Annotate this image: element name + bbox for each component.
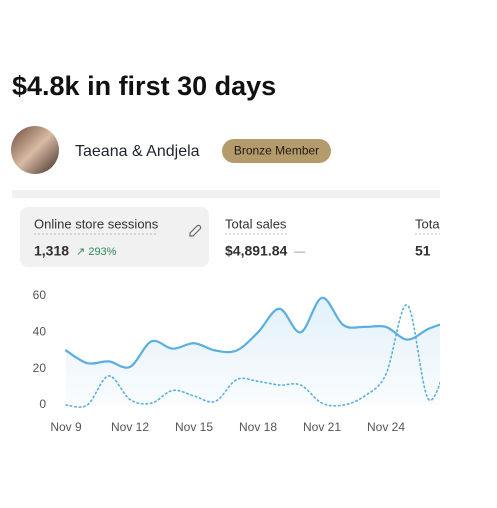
y-tick-label: 20 <box>33 361 47 375</box>
metric-label: Tota <box>415 216 440 231</box>
x-tick-label: No <box>442 420 458 434</box>
metric-change: ↗ 293% <box>76 246 117 258</box>
metric-tile <box>20 207 209 267</box>
profile-name: Taeana & Andjela <box>75 143 200 160</box>
y-tick-label: 60 <box>33 288 47 302</box>
metric-value: 1,318 <box>34 243 69 259</box>
metric-value: $4,891.84 <box>225 243 287 259</box>
metric-label: Online store sessions <box>34 216 159 231</box>
x-tick-label: Nov 24 <box>367 420 405 434</box>
x-tick-label: Nov 9 <box>50 420 82 434</box>
series-line <box>64 296 440 369</box>
metric-label: Total sales <box>225 216 287 231</box>
x-tick-label: Nov 12 <box>111 420 149 434</box>
avatar <box>11 126 59 174</box>
edit-icon <box>189 224 202 237</box>
card: Online store sessions 1,318 ↗ 293% Total sa… <box>20 207 458 434</box>
metric-value: 51 <box>415 243 431 259</box>
x-tick-label: Nov 21 <box>303 420 341 434</box>
badge <box>222 139 331 163</box>
metric-change: — <box>294 246 305 258</box>
y-tick-label: 40 <box>33 325 47 339</box>
title: $4.8k in first 30 days <box>12 71 276 101</box>
x-tick-label: Nov 18 <box>239 420 277 434</box>
x-tick-label: Nov 15 <box>175 420 213 434</box>
series-line <box>65 304 440 408</box>
badge-text: Bronze Member <box>234 144 319 158</box>
area <box>66 297 440 405</box>
y-tick-label: 0 <box>39 397 46 411</box>
card-top <box>12 190 440 198</box>
